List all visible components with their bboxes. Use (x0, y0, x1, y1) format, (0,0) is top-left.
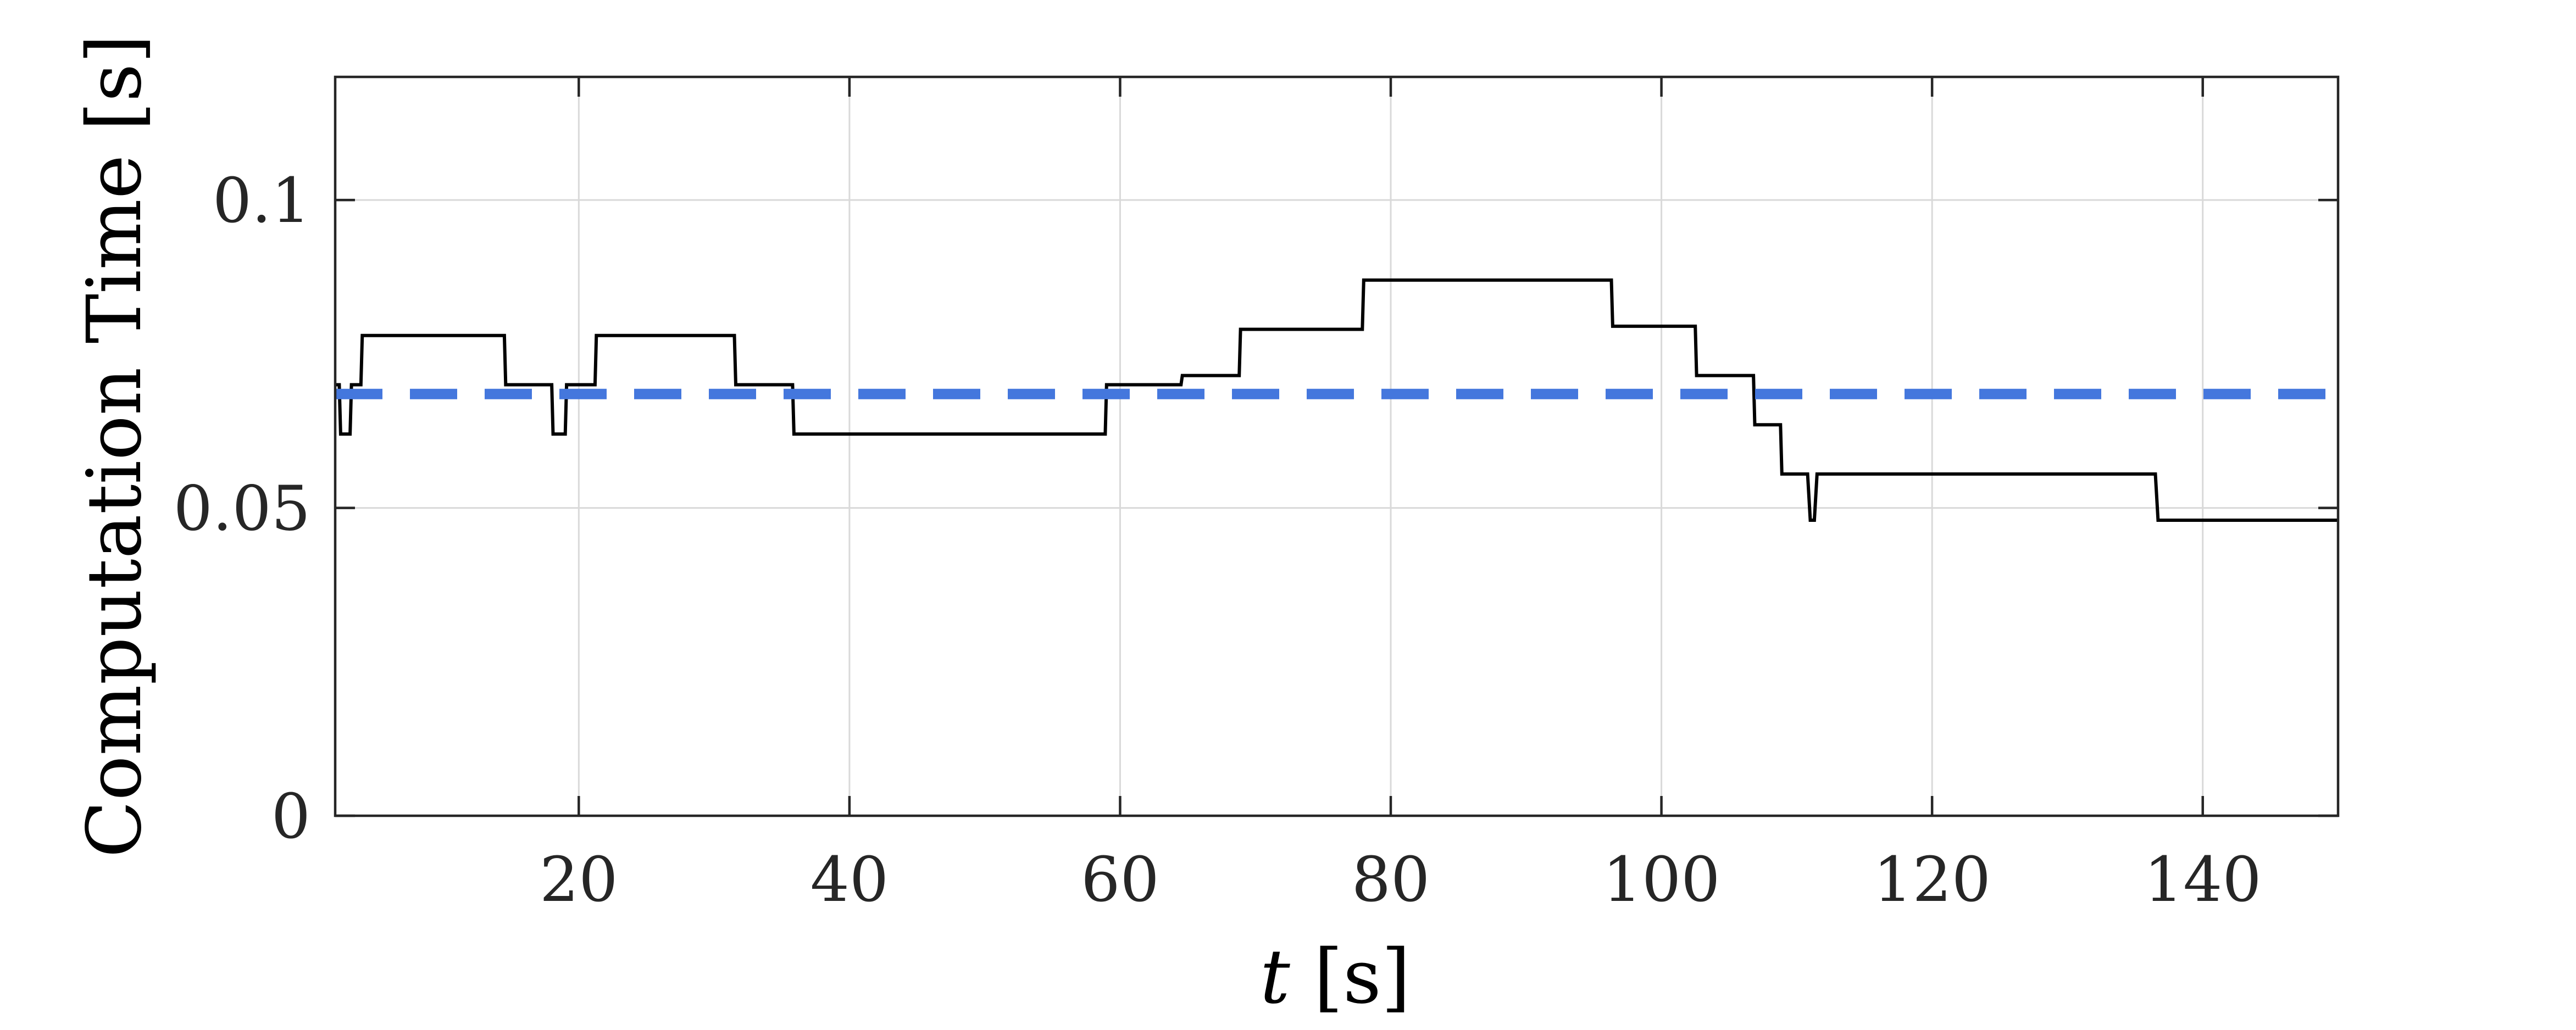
x-tick-label: 40 (810, 844, 889, 916)
x-tick-label: 120 (1873, 844, 1991, 916)
y-axis-label: Computation Time [s] (71, 35, 158, 858)
ticks-group (335, 77, 2338, 817)
x-axis-label-unit: [s] (1290, 934, 1411, 1021)
y-tick-label: 0.05 (174, 474, 310, 545)
y-tick-label: 0 (271, 781, 310, 853)
x-tick-label: 80 (1352, 844, 1430, 916)
x-tick-label: 20 (540, 844, 618, 916)
computation-time-line (335, 278, 2338, 522)
x-tick-labels: 20 40 60 80 100 120 140 (540, 844, 2262, 916)
series-group (335, 278, 2338, 522)
x-axis-label: t [s] (1260, 934, 1411, 1021)
y-tick-labels: 0 0.05 0.1 (174, 165, 310, 853)
x-tick-label: 100 (1603, 844, 1720, 916)
grid (335, 77, 2338, 816)
x-tick-label: 140 (2144, 844, 2262, 916)
x-axis-label-symbol: t (1260, 934, 1290, 1021)
y-tick-label: 0.1 (213, 165, 310, 237)
x-tick-label: 60 (1081, 844, 1159, 916)
plot-frame (334, 75, 2340, 817)
